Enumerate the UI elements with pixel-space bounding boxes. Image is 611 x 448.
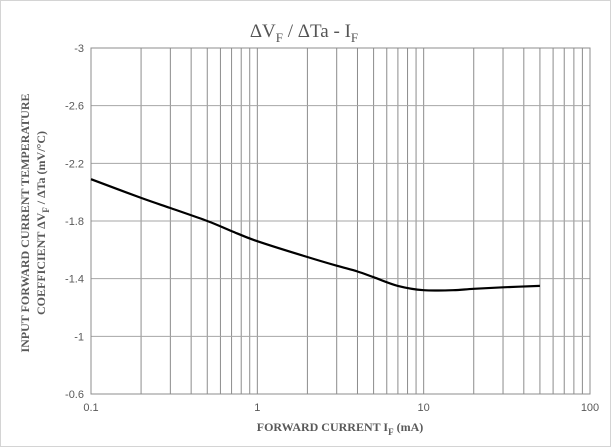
y-tick-label: -3 xyxy=(74,43,84,55)
y-tick-label: -1.4 xyxy=(65,274,84,286)
y-tick-label: -1 xyxy=(74,331,84,343)
x-tick-label: 1 xyxy=(254,402,260,414)
plot-border xyxy=(90,47,591,395)
y-tick-label: -2.2 xyxy=(65,158,84,170)
y-tick-labels: -3 -2.6 -2.2 -1.8 -1.4 -1 -0.6 xyxy=(65,43,84,401)
y-tick-label: -2.6 xyxy=(65,101,84,113)
series-line xyxy=(90,178,540,292)
series-layer xyxy=(90,178,540,292)
x-axis-label: FORWARD CURRENT IF (mA) xyxy=(257,420,424,437)
chart-title: ΔVF / ΔTa - IF xyxy=(250,21,358,45)
x-tick-labels: 0.1 1 10 100 xyxy=(83,402,599,414)
y-tick-label: -1.8 xyxy=(65,216,84,228)
y-axis-label-line1: INPUT FORWARD CURRENT TEMPERATURE xyxy=(18,93,32,352)
x-tick-label: 100 xyxy=(581,402,599,414)
x-tick-label: 10 xyxy=(418,402,430,414)
x-tick-label: 0.1 xyxy=(83,402,98,414)
grid-lines xyxy=(91,47,590,395)
y-tick-label: -0.6 xyxy=(65,389,84,401)
y-axis-label-line2: COEFFICIENT ΔVF / ΔTa (mV/°C) xyxy=(34,131,51,315)
